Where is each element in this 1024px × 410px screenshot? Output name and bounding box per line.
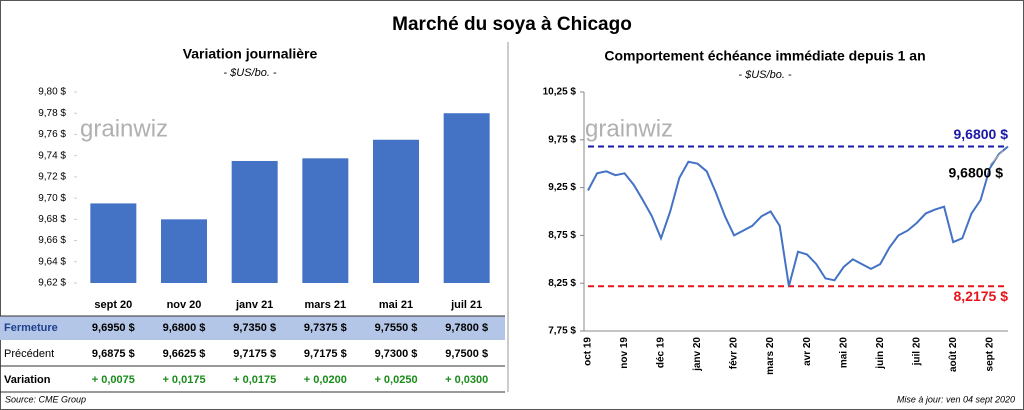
watermark: grainwiz [585,115,673,142]
table-cell: 9,6875 $ [92,348,135,360]
x-tick-label: mai 20 [838,337,849,369]
x-tick-label: nov 20 [167,299,202,311]
x-tick-label: févr 20 [729,337,740,370]
chart-title: Variation journalière [183,46,318,62]
y-tick-label: 7,75 $ [548,326,576,337]
x-tick-label: janv 20 [692,337,703,372]
table-cell: + 0,0175 [162,374,205,386]
y-tick-label: 9,80 $ [38,87,66,98]
y-tick-label: 9,72 $ [38,172,66,183]
table-cell: 9,7175 $ [233,348,276,360]
y-tick-label: 9,76 $ [38,129,66,140]
x-tick-label: sept 20 [984,337,995,372]
x-tick-label: mars 20 [765,337,776,375]
table-cell: 9,7175 $ [304,348,347,360]
y-tick-label: 9,74 $ [38,150,66,161]
x-tick-label: janv 21 [235,299,273,311]
bar [373,139,419,283]
line [587,145,1009,287]
x-tick-label: juin 20 [875,337,886,370]
source: Source: CME Group [5,394,86,404]
row-label: Précédent [4,348,54,360]
bar [90,203,137,283]
x-tick-label: août 20 [948,337,959,372]
table-cell: 9,7350 $ [233,322,276,334]
y-tick-label: 9,25 $ [548,182,576,193]
table-cell: 9,6625 $ [163,348,206,360]
reference-label: 8,2175 $ [954,288,1009,304]
x-tick-label: juil 20 [911,337,922,367]
table-cell: 9,7800 $ [445,322,488,334]
table-cell: 9,7375 $ [304,322,347,334]
update-note: Mise à jour: ven 04 sept 2020 [897,394,1015,404]
last-value-label: 9,6800 $ [949,165,1004,181]
reference-label: 9,6800 $ [954,126,1009,142]
table-cell: + 0,0250 [374,374,417,386]
y-tick-label: 9,75 $ [548,134,576,145]
row-label: Variation [4,374,51,386]
bar [302,158,349,283]
table-cell: 9,6800 $ [163,322,206,334]
chart-subtitle: - $US/bo. - [223,67,277,79]
bar [443,113,490,283]
callout-leader [989,150,1004,166]
y-tick-label: 9,78 $ [38,108,66,119]
table-cell: + 0,0075 [92,374,135,386]
main-title: Marché du soya à Chicago [392,14,632,35]
table-cell: + 0,0175 [233,374,276,386]
watermark: grainwiz [80,115,168,142]
x-tick-label: nov 19 [619,337,630,369]
table-cell: 9,7300 $ [375,348,418,360]
x-tick-label: déc 19 [656,337,667,369]
x-tick-label: sept 20 [94,299,132,311]
chart-title: Comportement échéance immédiate depuis 1… [604,48,925,64]
y-tick-label: 9,66 $ [38,235,66,246]
x-tick-label: mars 21 [305,299,347,311]
table-cell: + 0,0200 [304,374,347,386]
table-cell: 9,7550 $ [375,322,418,334]
table-cell: 9,7500 $ [445,348,488,360]
y-tick-label: 9,68 $ [38,214,66,225]
y-tick-label: 10,25 $ [543,87,577,98]
x-tick-label: oct 19 [583,337,594,366]
y-tick-label: 8,75 $ [548,230,576,241]
bar [161,219,207,283]
bar [231,160,278,283]
table-cell: 9,6950 $ [92,322,135,334]
table-cell: + 0,0300 [445,374,488,386]
y-tick-label: 9,62 $ [38,278,66,289]
chart-subtitle: - $US/bo. - [738,69,792,81]
y-tick-label: 9,70 $ [38,193,66,204]
y-tick-label: 8,25 $ [548,278,576,289]
y-tick-label: 9,64 $ [38,256,66,267]
x-tick-label: avr 20 [802,337,813,366]
x-tick-label: juil 21 [450,299,482,311]
row-highlight [0,316,505,340]
x-tick-label: mai 21 [379,299,413,311]
row-label: Fermeture [4,322,58,334]
